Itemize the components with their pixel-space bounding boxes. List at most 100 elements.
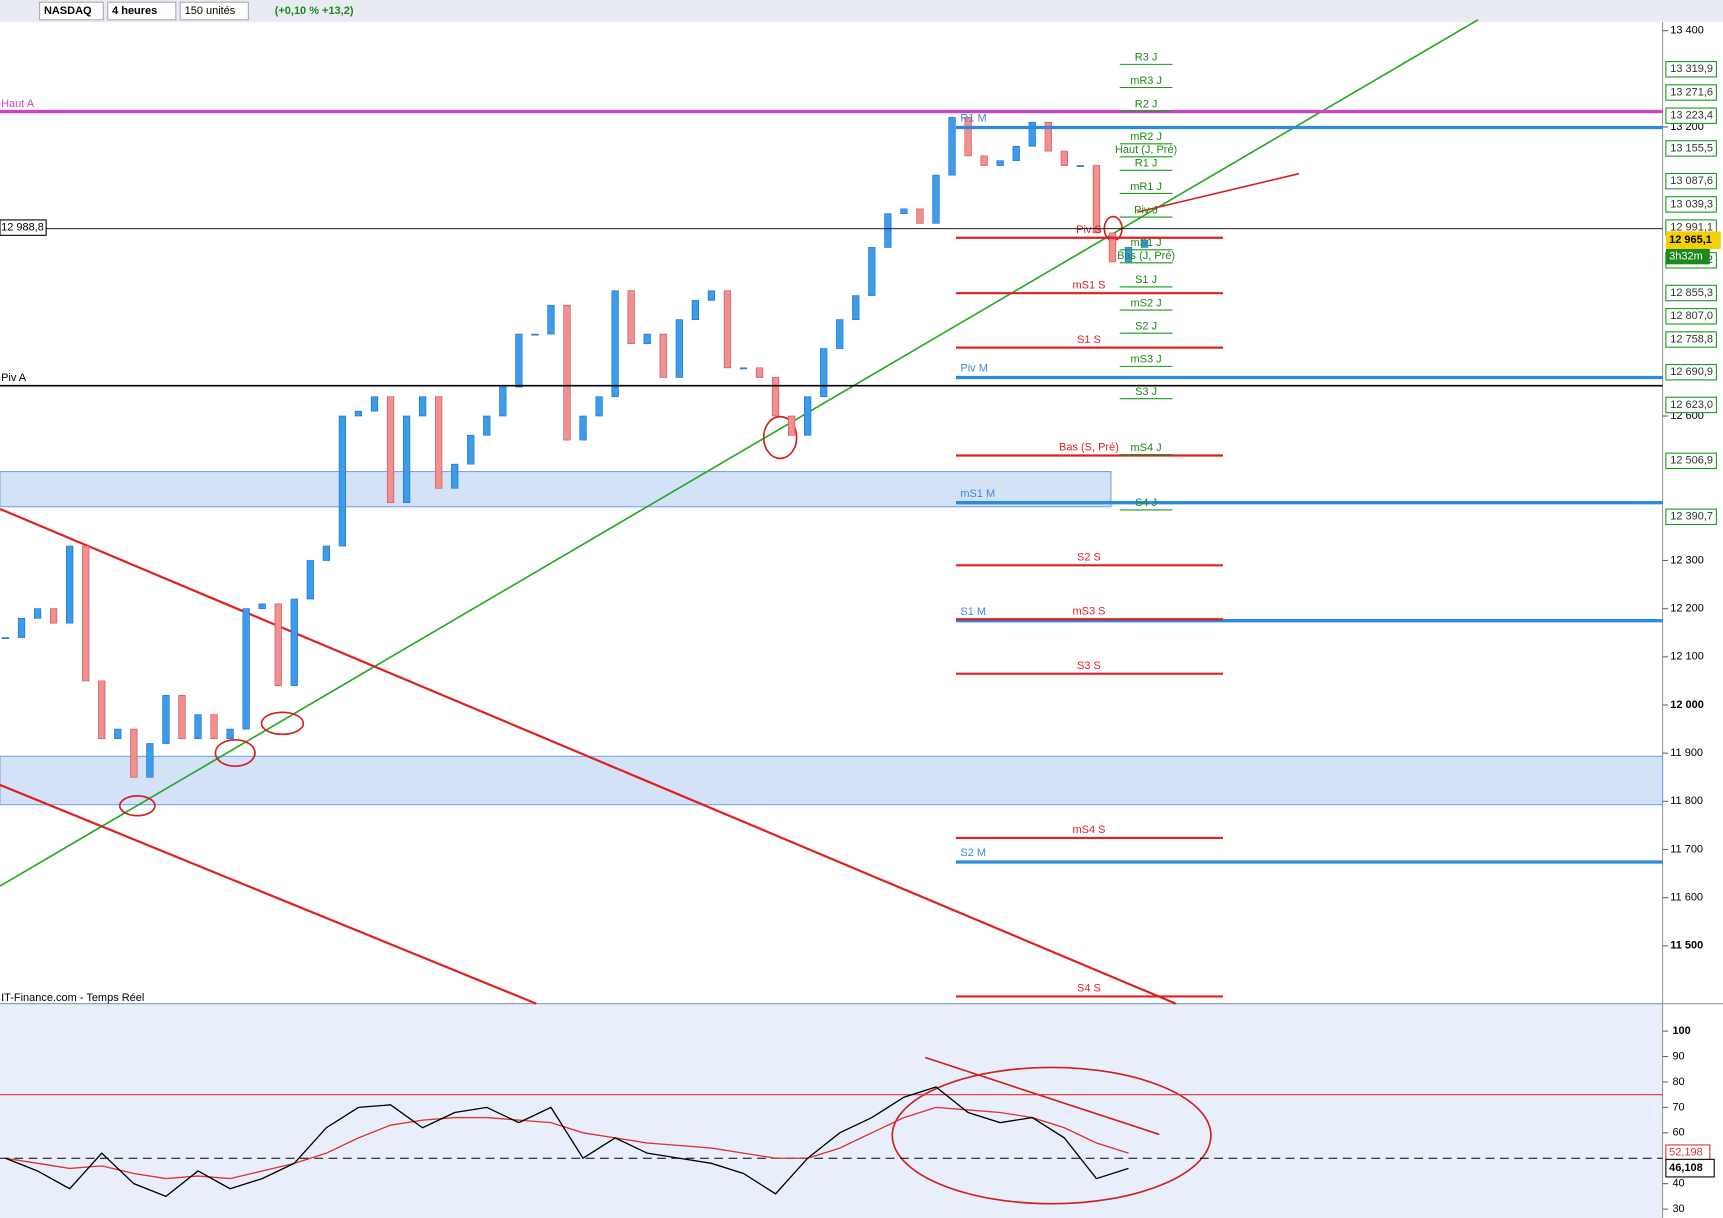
price-box — [1665, 452, 1717, 470]
candle — [739, 367, 748, 370]
daily-label: S1 J — [1135, 274, 1157, 286]
candle — [643, 333, 651, 345]
price-panel — [0, 21, 1663, 1004]
candle — [114, 728, 122, 740]
y-tick-label: 100 — [1672, 1025, 1690, 1037]
candle — [1028, 121, 1036, 147]
candle — [194, 714, 202, 740]
change: (+0,10 % +13,2) — [275, 5, 354, 17]
candle — [563, 304, 571, 441]
candle — [836, 319, 844, 349]
annotations — [118, 172, 1300, 1205]
candle — [884, 213, 892, 248]
candle — [691, 300, 699, 320]
daily-label: Bas (J, Pré) — [1117, 250, 1175, 262]
candle — [1092, 165, 1101, 234]
candle — [17, 617, 26, 638]
toolbar — [0, 0, 1723, 22]
candle — [370, 396, 379, 412]
candle — [980, 155, 988, 166]
candle — [1124, 247, 1133, 263]
candle — [916, 208, 924, 224]
daily-label: S2 J — [1135, 320, 1157, 332]
y-tick-label: 30 — [1672, 1203, 1684, 1215]
candle — [531, 333, 539, 336]
candle — [996, 160, 1004, 166]
candle — [707, 290, 716, 301]
period-select[interactable] — [107, 1, 177, 21]
daily-label: mS2 J — [1131, 297, 1162, 309]
y-tick-label: 12 300 — [1670, 554, 1704, 566]
candle — [771, 377, 780, 417]
crosshair-label: 12 988,8 — [1, 222, 44, 234]
y-tick-label: 11 800 — [1670, 795, 1703, 807]
daily-label: S4 J — [1135, 497, 1157, 509]
source: IT-Finance.com - Temps Réel — [1, 992, 144, 1004]
monthly-label: R1 M — [960, 113, 986, 125]
daily-label: mS1 J — [1131, 237, 1162, 249]
candle — [1140, 239, 1149, 248]
daily-label: R1 J — [1135, 158, 1158, 170]
candle — [1108, 232, 1117, 263]
y-tick-label: 11 500 — [1670, 940, 1703, 952]
candle — [948, 117, 956, 176]
daily-label: R3 J — [1135, 52, 1158, 64]
candle — [226, 728, 234, 740]
price-box-label: 13 155,5 — [1670, 142, 1713, 154]
weekly-label: mS1 S — [1072, 279, 1105, 291]
candle — [820, 348, 828, 398]
symbol-select[interactable] — [39, 1, 104, 21]
candle — [900, 208, 908, 215]
y-tick-label: 12 100 — [1670, 651, 1704, 663]
daily-label: mS3 J — [1131, 354, 1162, 366]
candle — [258, 603, 266, 609]
y-tick-label: 11 900 — [1670, 747, 1703, 759]
daily-label: mR3 J — [1130, 75, 1162, 87]
weekly-label: S4 S — [1077, 983, 1101, 995]
candle — [66, 545, 74, 624]
rsi-signal — [5, 1106, 1129, 1180]
rsi-label: 46,108 — [1669, 1162, 1703, 1174]
units: 150 unités — [185, 5, 236, 17]
price-box — [1665, 508, 1717, 526]
price-box-label: 12 390,7 — [1670, 511, 1713, 523]
candle — [611, 290, 619, 398]
candle — [467, 434, 475, 465]
candle — [852, 295, 860, 320]
candle — [33, 608, 42, 619]
weekly-label: mS3 S — [1072, 605, 1105, 617]
price-box-label: 12 758,8 — [1670, 333, 1713, 345]
price-box — [1665, 331, 1717, 348]
annual-label: Piv A — [1, 372, 27, 384]
candle — [451, 463, 459, 489]
candle — [290, 598, 298, 687]
candle — [418, 396, 427, 417]
daily-label: Piv J — [1134, 204, 1158, 216]
price-box-label: 12 855,3 — [1670, 287, 1713, 299]
rsi-panel — [0, 1003, 1663, 1218]
monthly-label: Piv M — [960, 363, 987, 375]
candle — [435, 396, 443, 489]
weekly-label: Bas (S, Pré) — [1059, 442, 1119, 454]
candle — [146, 743, 154, 778]
daily-label: mR2 J — [1130, 131, 1162, 143]
candle — [178, 695, 186, 740]
price-box-label: 12 807,0 — [1670, 310, 1713, 322]
candle — [338, 415, 347, 547]
candle — [595, 396, 603, 417]
price-box-label: 13 087,6 — [1670, 175, 1713, 187]
candle — [515, 333, 523, 388]
daily-label: R2 J — [1135, 98, 1158, 110]
candle — [547, 304, 555, 335]
price-box — [1665, 60, 1717, 78]
y-tick-label: 80 — [1672, 1076, 1684, 1088]
signal-label: 52,198 — [1669, 1147, 1703, 1159]
candle — [1060, 150, 1068, 166]
y-tick-label: 11 700 — [1670, 843, 1703, 855]
daily-label: mS4 J — [1131, 442, 1162, 454]
units-select[interactable] — [179, 1, 249, 21]
candle — [1044, 121, 1052, 152]
weekly-label: S1 S — [1077, 334, 1101, 346]
candle — [306, 560, 314, 600]
price-box — [1665, 140, 1717, 157]
